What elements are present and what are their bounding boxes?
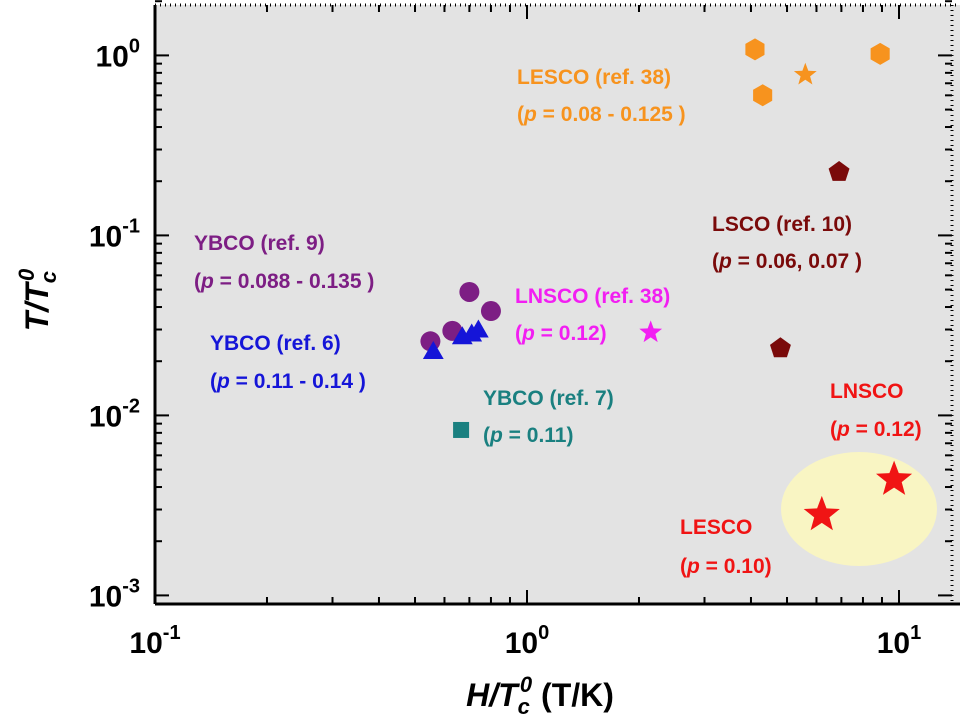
annotation-doping: (p = 0.08 - 0.125 )	[517, 103, 686, 126]
y-axis-label: T/Tc0	[14, 268, 61, 331]
y-axis-label-sub: c	[36, 271, 61, 283]
x-axis-label-sub: c	[518, 694, 530, 719]
annotation-label: LESCO (ref. 38)	[517, 66, 671, 89]
annotation-doping: (p = 0.11 - 0.14 )	[210, 370, 366, 393]
data-point	[870, 42, 890, 65]
data-point	[753, 84, 773, 107]
x-tick-label: 10-1	[129, 622, 180, 660]
annotation-label: LESCO	[680, 516, 752, 539]
y-tick-label: 10-1	[89, 215, 140, 253]
y-tick-label: 10-3	[89, 575, 140, 613]
data-point	[468, 319, 489, 338]
data-point	[639, 320, 663, 343]
data-point	[480, 301, 501, 322]
annotation-label: YBCO (ref. 9)	[194, 232, 325, 255]
annotation-doping: (p = 0.12)	[830, 418, 922, 441]
y-axis-label-sup: 0	[14, 268, 39, 281]
annotation-doping: (p = 0.06, 0.07 )	[712, 250, 862, 273]
data-point	[793, 62, 817, 85]
points-layer	[420, 38, 913, 531]
x-axis-label-unit: (T/K)	[532, 677, 614, 713]
y-axis-label-main: T/T	[19, 281, 55, 331]
data-point	[422, 341, 444, 359]
ticks-layer: 10-1 100 101 10-3 10-2 10-1 100	[89, 0, 952, 660]
annotation-doping: (p = 0.11)	[483, 424, 573, 447]
data-point	[803, 495, 840, 531]
annotation-doping: (p = 0.088 - 0.135 )	[194, 270, 374, 293]
data-point	[770, 337, 791, 358]
annotation-label: LNSCO	[830, 380, 904, 403]
annotation-label: LNSCO (ref. 38)	[515, 285, 670, 308]
data-point	[745, 38, 765, 61]
x-axis-label-sup: 0	[520, 672, 533, 697]
x-axis-label: H/Tc0 (T/K)	[466, 672, 614, 719]
annotation-label: LSCO (ref. 10)	[712, 213, 852, 236]
data-point	[876, 460, 913, 495]
y-tick-label: 10-2	[89, 395, 140, 433]
annotation-label: YBCO (ref. 7)	[483, 387, 614, 410]
annotation-doping: (p = 0.10)	[680, 555, 772, 578]
data-point	[453, 421, 470, 438]
y-tick-label: 100	[96, 35, 141, 73]
annotation-label: YBCO (ref. 6)	[210, 332, 341, 355]
x-tick-label: 101	[877, 622, 922, 660]
x-axis-label-main: H/T	[466, 677, 520, 713]
annotations-layer: LESCO (ref. 38) (p = 0.08 - 0.125 ) LSCO (…	[194, 66, 922, 578]
data-point	[459, 281, 480, 302]
annotation-doping: (p = 0.12)	[515, 322, 607, 345]
data-point	[828, 161, 850, 181]
x-tick-label: 100	[505, 622, 550, 660]
